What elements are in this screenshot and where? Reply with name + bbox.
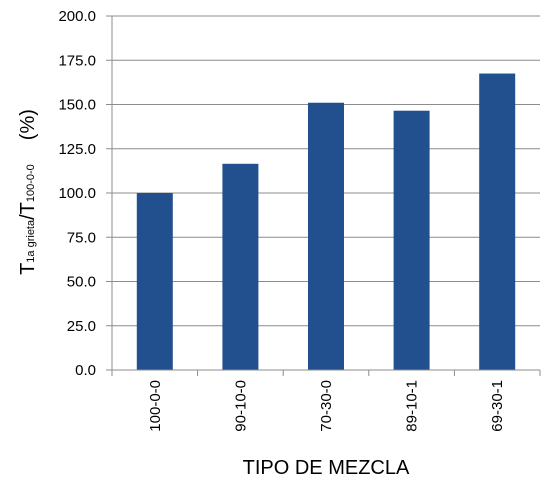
y-tick-label: 0.0 <box>75 362 96 379</box>
y-tick-label: 150.0 <box>58 97 96 114</box>
bar <box>479 73 516 371</box>
x-tick-label: 89-10-1 <box>404 380 421 432</box>
x-tick-label: 100-0-0 <box>147 380 164 432</box>
y-tick-label: 75.0 <box>67 229 96 246</box>
bar <box>136 193 173 370</box>
bar <box>308 102 344 370</box>
x-tick-label: 70-30-0 <box>318 380 335 432</box>
x-tick-label: 90-10-0 <box>232 380 249 432</box>
y-tick-label: 175.0 <box>58 52 96 69</box>
y-tick-label: 100.0 <box>58 185 96 202</box>
y-tick-label: 125.0 <box>58 141 96 158</box>
x-tick-label: 69-30-1 <box>489 380 506 432</box>
y-label-part: /T <box>17 202 39 220</box>
bar <box>222 163 259 370</box>
bar <box>393 110 430 370</box>
y-label-part: 100-0-0 <box>25 164 37 202</box>
y-tick-label: 50.0 <box>67 274 96 291</box>
y-label-part: T <box>17 263 39 275</box>
y-axis-label: T1a grieta/T100-0-0 (%) <box>17 109 39 275</box>
y-label-part: 1a grieta <box>25 219 37 263</box>
y-tick-label: 200.0 <box>58 8 96 25</box>
y-label-part: (%) <box>17 109 39 140</box>
y-tick-label: 25.0 <box>67 318 96 335</box>
x-axis-label: TIPO DE MEZCLA <box>243 457 410 479</box>
